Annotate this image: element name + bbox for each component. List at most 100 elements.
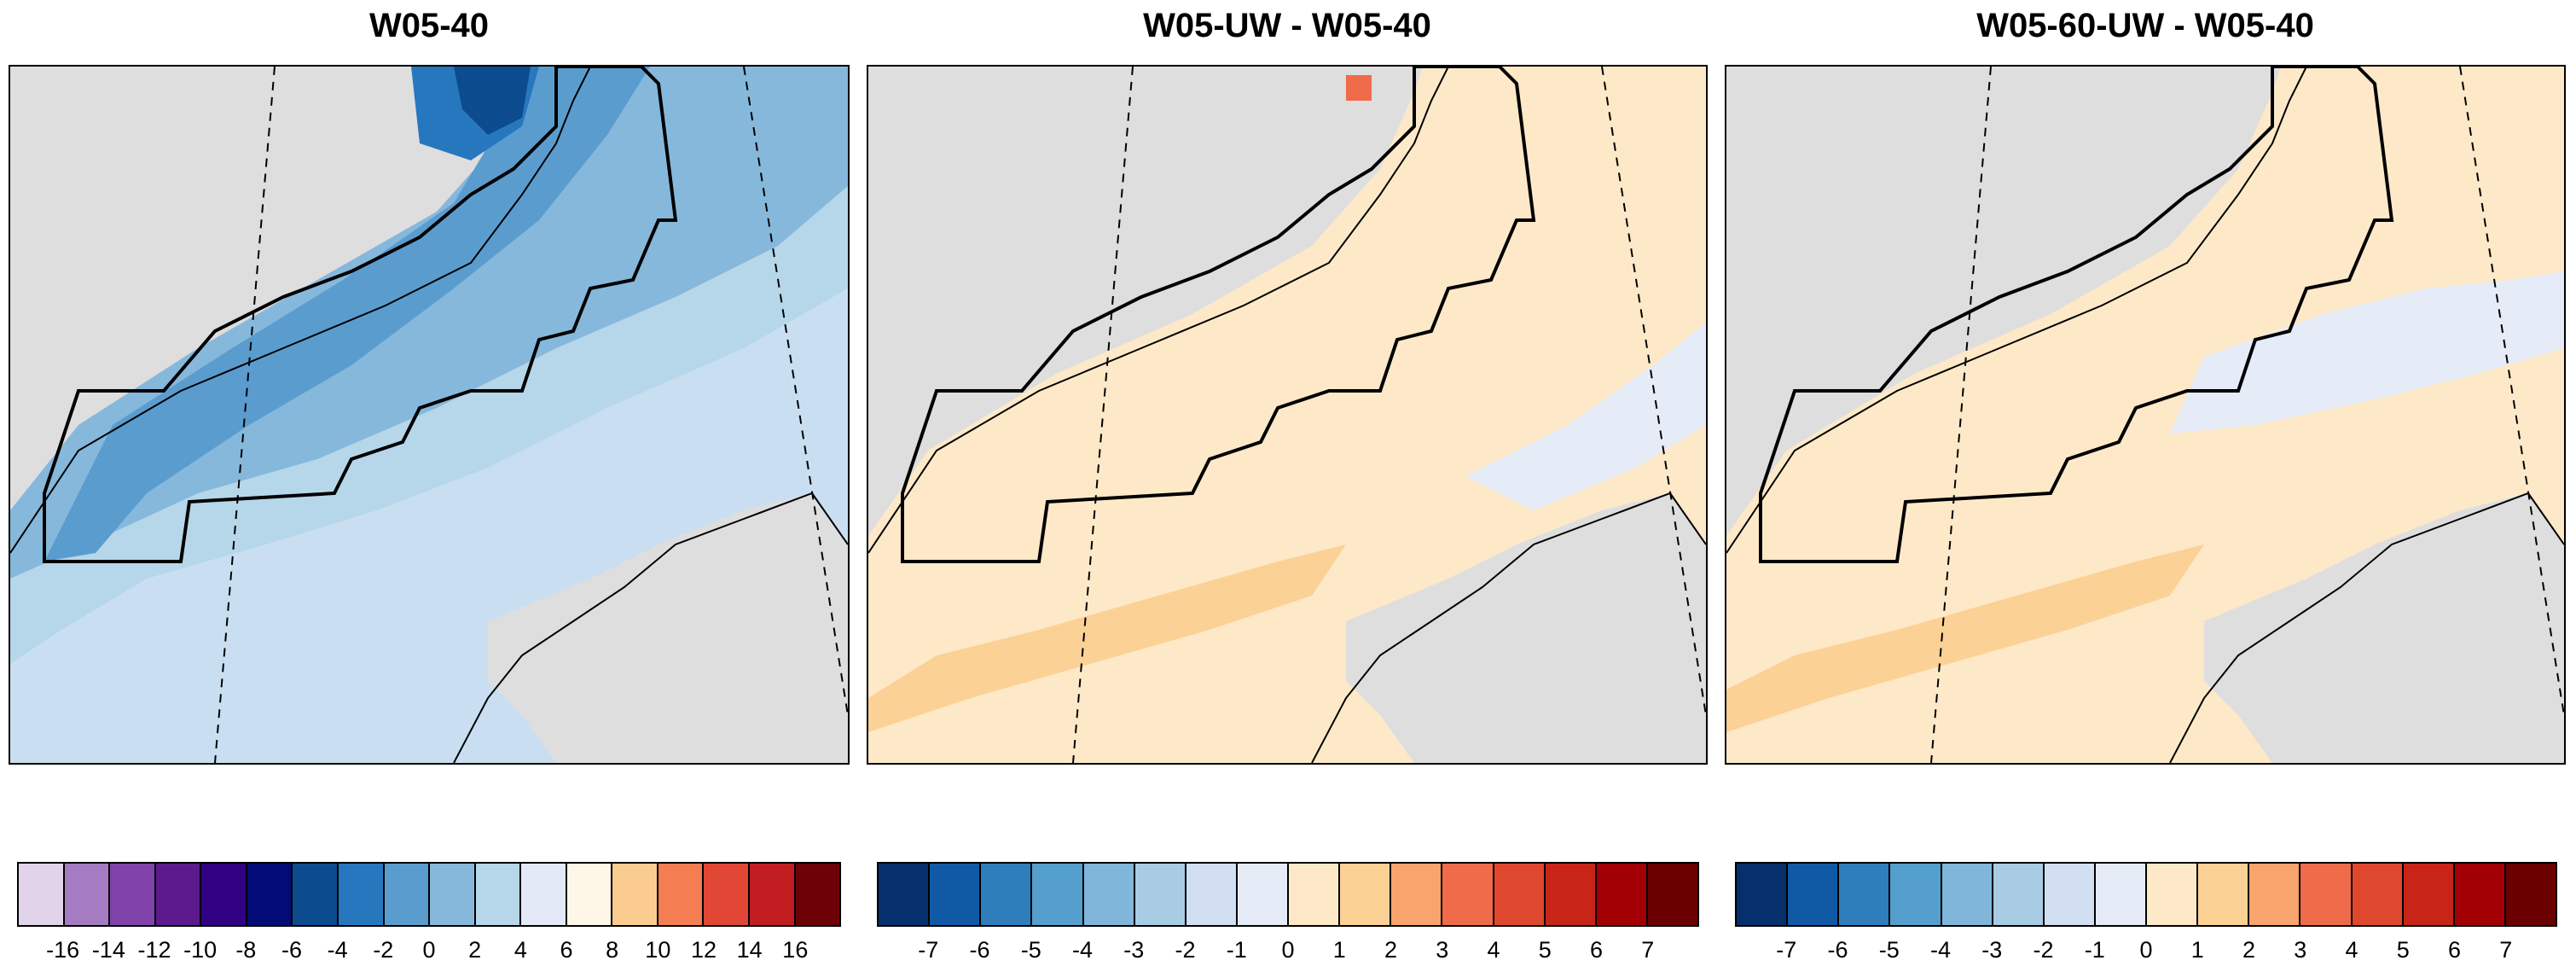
- colorbar-tick-label: 2: [1384, 937, 1398, 963]
- colorbar-tick-label: 2: [468, 937, 482, 963]
- colorbar-tick-label: -5: [1878, 937, 1900, 963]
- meridian-line-2: [1601, 67, 1706, 716]
- map-canvas-2: [868, 67, 1706, 763]
- colorbar-swatch: [338, 864, 385, 925]
- colorbar-tick-label: -2: [2033, 937, 2054, 963]
- land-southeast: [488, 493, 848, 763]
- colorbar-swatch: [155, 864, 202, 925]
- colorbar-tick-label: -7: [1776, 937, 1797, 963]
- colorbar-swatch: [430, 864, 476, 925]
- colorbar-swatch: [19, 864, 65, 925]
- field-warm-band: [1726, 544, 2204, 732]
- colorbar-tick-label: -4: [1929, 937, 1952, 963]
- map-panel-2: [867, 65, 1708, 765]
- colorbar-tick-label: 7: [1641, 937, 1655, 963]
- meridian-line-2: [2459, 67, 2564, 716]
- colorbar-swatch: [795, 864, 840, 925]
- colorbar-tick-label: 0: [2139, 937, 2153, 963]
- colorbar-2: [877, 862, 1699, 927]
- colorbar-swatch: [475, 864, 522, 925]
- colorbar-tick-label: 0: [422, 937, 436, 963]
- colorbar-swatch: [247, 864, 293, 925]
- colorbar-tick-label: -6: [281, 937, 303, 963]
- colorbar-tick-label: 1: [1332, 937, 1346, 963]
- colorbar-swatch: [1993, 864, 2045, 925]
- colorbar-tick-label: 0: [1281, 937, 1295, 963]
- colorbar-swatch: [384, 864, 431, 925]
- region-border: [1759, 67, 2394, 563]
- coastline: [10, 67, 591, 554]
- colorbar-tick-label: 6: [560, 937, 573, 963]
- region-border: [901, 67, 1536, 563]
- colorbar-swatch: [201, 864, 247, 925]
- field-warm-band: [868, 544, 1346, 732]
- coastline-south: [1311, 492, 1706, 763]
- colorbar-tick-label: -4: [327, 937, 348, 963]
- colorbar-swatch: [750, 864, 796, 925]
- colorbar-swatch: [2505, 864, 2556, 925]
- colorbar-tick-label: 8: [606, 937, 619, 963]
- field-cool-band: [1465, 323, 1706, 510]
- colorbar-swatch: [1340, 864, 1392, 925]
- colorbar-swatch: [1442, 864, 1494, 925]
- colorbar-tick-label: 4: [1487, 937, 1500, 963]
- colorbar-swatch: [930, 864, 982, 925]
- panel-title-2: W05-UW - W05-40: [1143, 7, 1431, 44]
- map-panel-3: [1725, 65, 2566, 765]
- colorbar-swatch: [566, 864, 613, 925]
- colorbar-tick-label: -3: [1123, 937, 1145, 963]
- colorbar-tick-label: 3: [1436, 937, 1449, 963]
- field-band-3: [10, 67, 848, 579]
- field-band-6: [454, 67, 531, 135]
- colorbar-swatch: [1890, 864, 1942, 925]
- colorbar-swatch: [2352, 864, 2404, 925]
- colorbar-tick-label: -5: [1020, 937, 1041, 963]
- colorbar-tick-label: -6: [1827, 937, 1848, 963]
- region-border: [43, 67, 678, 563]
- colorbar-tick-label: -8: [235, 937, 257, 963]
- coastline: [868, 67, 1449, 554]
- colorbar-tick-label: -6: [969, 937, 990, 963]
- colorbar-swatch: [612, 864, 659, 925]
- colorbar-swatch: [879, 864, 931, 925]
- colorbar-tick-label: -10: [183, 937, 218, 963]
- colorbar-swatch: [1941, 864, 1993, 925]
- colorbar-swatch: [1647, 864, 1697, 925]
- colorbar-tick-label: -2: [1175, 937, 1196, 963]
- map-panel-1: [9, 65, 850, 765]
- colorbar-swatch: [1839, 864, 1891, 925]
- colorbar-tick-label: -3: [1981, 937, 2003, 963]
- colorbar-swatch: [2300, 864, 2353, 925]
- colorbar-swatch: [1494, 864, 1546, 925]
- field-band-4: [44, 67, 650, 562]
- colorbar-swatch: [521, 864, 567, 925]
- colorbar-tick-label: 5: [2396, 937, 2410, 963]
- colorbar-swatch: [64, 864, 111, 925]
- colorbar-3: [1735, 862, 2557, 927]
- colorbar-swatch: [2044, 864, 2096, 925]
- colorbar-swatch: [704, 864, 750, 925]
- colorbar-tick-label: 12: [690, 937, 717, 963]
- colorbar-tick-label: -12: [137, 937, 171, 963]
- land-southeast: [2204, 493, 2564, 763]
- colorbar-swatch: [1289, 864, 1341, 925]
- colorbar-tick-label: 14: [736, 937, 763, 963]
- field-cool-band: [2170, 271, 2564, 434]
- colorbar-swatch: [658, 864, 705, 925]
- colorbar-swatch: [2249, 864, 2301, 925]
- colorbar-swatch: [110, 864, 156, 925]
- colorbar-swatch: [981, 864, 1033, 925]
- colorbar-tick-label: -4: [1071, 937, 1094, 963]
- colorbar-tick-label: 16: [782, 937, 809, 963]
- colorbar-swatch: [1186, 864, 1238, 925]
- colorbar-tick-label: 1: [2190, 937, 2204, 963]
- coastline-south: [2169, 492, 2564, 763]
- colorbar-swatch: [1032, 864, 1084, 925]
- colorbar-tick-label: 3: [2294, 937, 2307, 963]
- map-canvas-3: [1726, 67, 2564, 763]
- panel-title-3: W05-60-UW - W05-40: [1976, 7, 2314, 44]
- colorbar-tick-label: 4: [513, 937, 527, 963]
- colorbar-swatch: [1083, 864, 1135, 925]
- colorbar-tick-label: 10: [645, 937, 671, 963]
- colorbar-swatch: [1391, 864, 1443, 925]
